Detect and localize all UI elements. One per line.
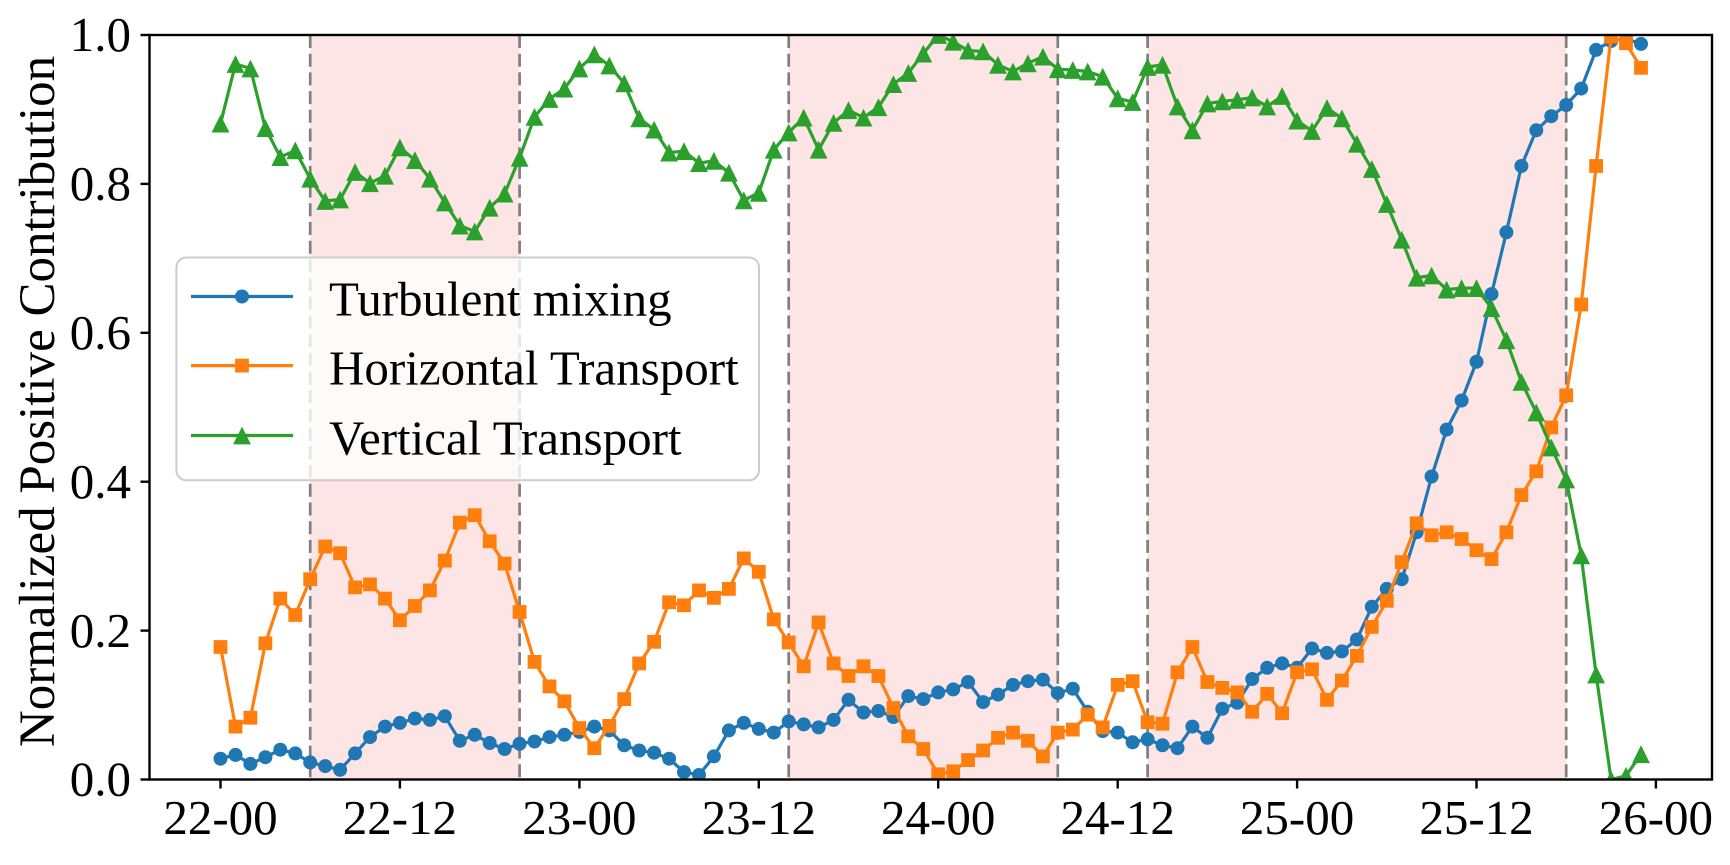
svg-text:0.6: 0.6 (70, 305, 131, 360)
svg-text:22-12: 22-12 (343, 790, 457, 845)
svg-text:1.0: 1.0 (70, 7, 131, 62)
svg-text:Vertical Transport: Vertical Transport (329, 410, 682, 465)
svg-text:23-00: 23-00 (522, 790, 636, 845)
svg-text:24-12: 24-12 (1061, 790, 1175, 845)
svg-text:0.8: 0.8 (70, 156, 131, 211)
svg-text:0.2: 0.2 (70, 603, 131, 658)
svg-text:Turbulent mixing: Turbulent mixing (329, 271, 672, 326)
svg-text:0.4: 0.4 (70, 454, 131, 509)
svg-text:22-00: 22-00 (163, 790, 277, 845)
svg-text:25-00: 25-00 (1240, 790, 1354, 845)
svg-text:26-00: 26-00 (1599, 790, 1713, 845)
svg-text:0.0: 0.0 (70, 752, 131, 807)
svg-text:25-12: 25-12 (1419, 790, 1533, 845)
svg-text:Horizontal Transport: Horizontal Transport (329, 341, 739, 396)
svg-text:24-00: 24-00 (881, 790, 995, 845)
svg-text:Normalized Positive Contributi: Normalized Positive Contribution (10, 56, 66, 747)
svg-text:23-12: 23-12 (702, 790, 816, 845)
